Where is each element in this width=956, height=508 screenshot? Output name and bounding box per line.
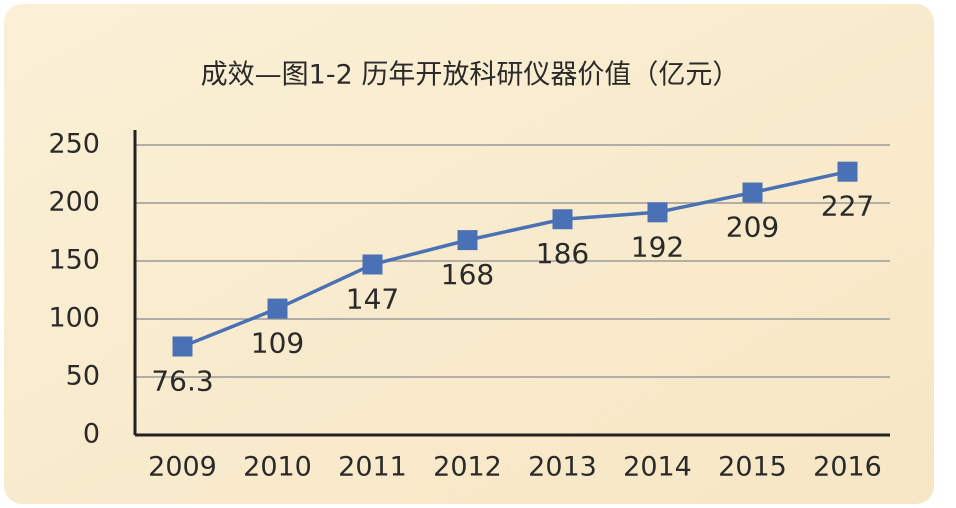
data-label: 227 xyxy=(821,190,874,223)
y-tick-label: 0 xyxy=(83,419,100,450)
y-tick-label: 200 xyxy=(48,187,100,218)
x-tick-label: 2016 xyxy=(813,452,882,483)
x-tick-label: 2013 xyxy=(528,452,597,483)
x-tick-label: 2015 xyxy=(718,452,787,483)
data-label: 109 xyxy=(251,327,304,360)
marker xyxy=(552,209,573,230)
marker xyxy=(172,336,193,357)
marker xyxy=(362,254,383,275)
marker xyxy=(742,182,763,203)
y-tick-label: 50 xyxy=(66,361,100,392)
chart-title: 成效—图1-2 历年开放科研仪器价值（亿元） xyxy=(201,60,740,91)
x-tick-label: 2011 xyxy=(338,452,407,483)
data-label: 192 xyxy=(631,230,684,263)
line xyxy=(181,169,848,349)
data-label: 209 xyxy=(726,211,779,244)
x-tick-label: 2012 xyxy=(433,452,502,483)
background xyxy=(4,4,934,504)
y-tick-label: 100 xyxy=(48,303,100,334)
x-tick-label: 2010 xyxy=(243,452,312,483)
x-tick-label: 2014 xyxy=(623,452,692,483)
data-label: 168 xyxy=(441,258,494,291)
marker xyxy=(647,202,668,223)
marker xyxy=(267,298,288,319)
marker xyxy=(837,161,858,182)
y-tick-label: 250 xyxy=(48,129,100,160)
marker xyxy=(457,230,478,251)
y-tick-label: 150 xyxy=(48,245,100,276)
x-tick-label: 2009 xyxy=(148,452,217,483)
data-label: 186 xyxy=(536,237,589,270)
data-label: 76.3 xyxy=(151,364,213,397)
data-label: 147 xyxy=(346,282,399,315)
